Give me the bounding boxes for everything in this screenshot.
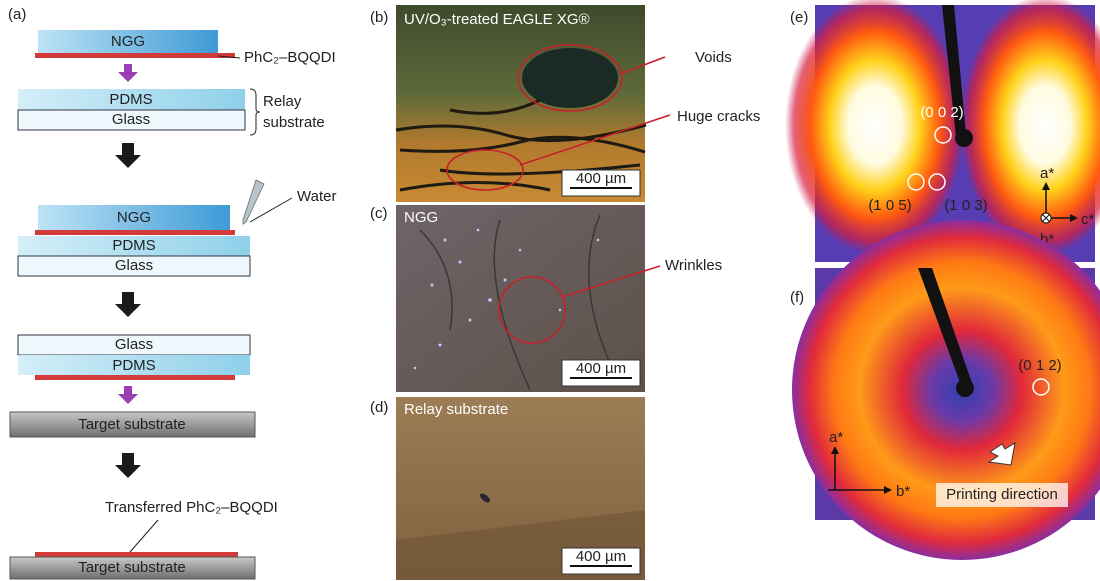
- note: Printing direction: [946, 486, 1058, 503]
- scale-bar-label: 400 µm: [576, 548, 626, 565]
- arrow: [115, 292, 141, 317]
- intensity-arc: [785, 0, 965, 255]
- annotation: Huge cracks: [677, 108, 760, 125]
- arrow: [118, 386, 138, 404]
- panel-title: UV/O₃-treated EAGLE XG®: [404, 11, 590, 28]
- panel-label: (e): [790, 9, 808, 26]
- arrow: [115, 143, 141, 168]
- peak-label: (1 0 3): [944, 197, 987, 214]
- leader: [250, 198, 292, 222]
- panel-label: (a): [8, 6, 26, 23]
- layer-label: NGG: [117, 209, 151, 226]
- layer-label: Target substrate: [78, 559, 186, 576]
- beam-stop: [956, 379, 974, 397]
- panel-label: (d): [370, 399, 388, 416]
- layer-label: Glass: [115, 257, 153, 274]
- peak-label: (1 0 5): [868, 197, 911, 214]
- panel-label: (c): [370, 205, 388, 222]
- layer-label: PDMS: [109, 91, 152, 108]
- axis-label: a*: [829, 429, 843, 446]
- layer-label: PDMS: [112, 357, 155, 374]
- relay-label: Relay: [263, 93, 302, 110]
- layer-label: Target substrate: [78, 416, 186, 433]
- annotation: Wrinkles: [665, 257, 722, 274]
- panel-title: Relay substrate: [404, 401, 508, 418]
- transferred-label: Transferred PhC₂–BQQDI: [105, 499, 278, 516]
- arrow: [115, 453, 141, 478]
- panel-label: (f): [790, 289, 804, 306]
- panel-title: NGG: [404, 209, 438, 226]
- pipette: [243, 180, 264, 224]
- layer-label: PDMS: [112, 237, 155, 254]
- peak-label: (0 0 2): [920, 104, 963, 121]
- axis-label: b*: [896, 483, 910, 500]
- layer-label: NGG: [111, 33, 145, 50]
- leader: [130, 520, 158, 552]
- water-label: Water: [297, 188, 336, 205]
- bracket: [250, 89, 260, 135]
- film: [35, 230, 235, 235]
- film: [35, 53, 235, 58]
- layer-label: Glass: [112, 111, 150, 128]
- beam-stop: [955, 129, 973, 147]
- panel-label: (b): [370, 9, 388, 26]
- arrow: [118, 64, 138, 82]
- scale-bar-label: 400 µm: [576, 360, 626, 377]
- figure: (a) NGG PhC₂–BQQDI PDMS Glass Relay subs…: [0, 0, 1100, 581]
- relay-label: substrate: [263, 114, 325, 131]
- scale-bar-label: 400 µm: [576, 170, 626, 187]
- axis-label: c*: [1081, 211, 1095, 228]
- film: [35, 375, 235, 380]
- film-label: PhC₂–BQQDI: [244, 49, 336, 66]
- layer-label: Glass: [115, 336, 153, 353]
- void-region: [522, 48, 618, 108]
- axis-label: a*: [1040, 165, 1054, 182]
- film: [35, 552, 238, 557]
- peak-label: (0 1 2): [1018, 357, 1061, 374]
- annotation: Voids: [695, 49, 732, 66]
